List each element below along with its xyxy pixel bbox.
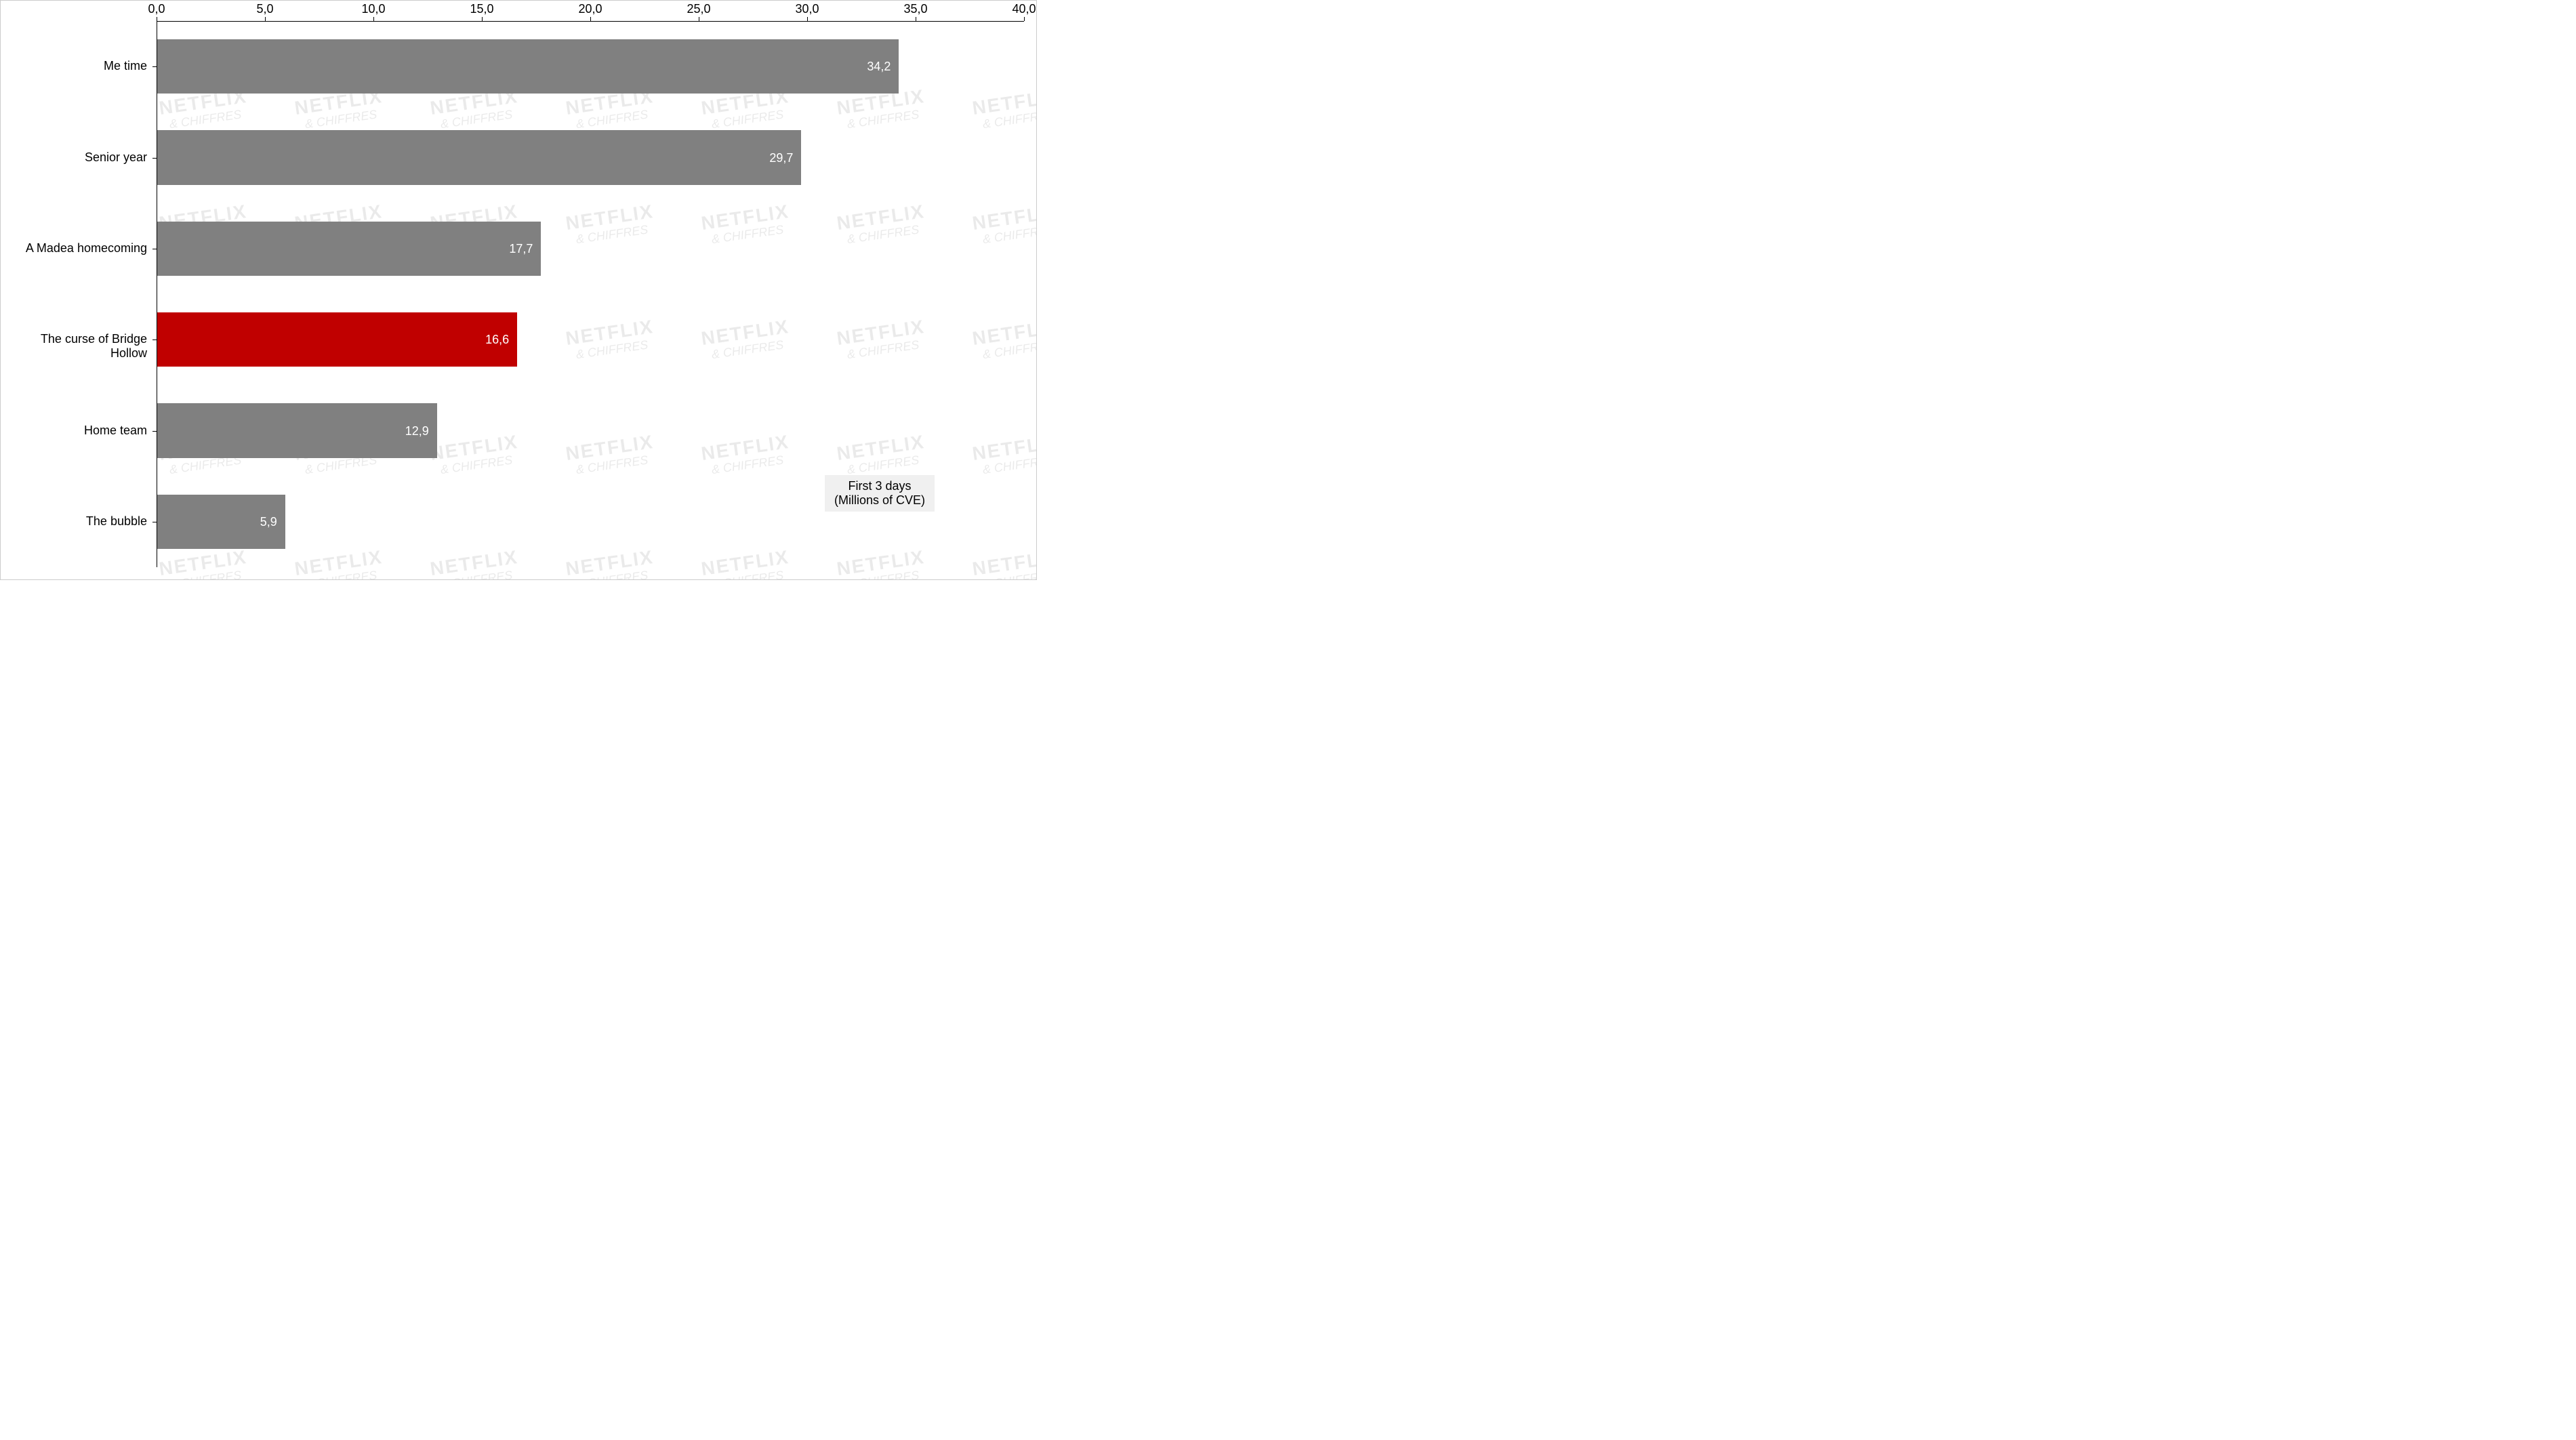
bar-chart: NETFLIX& CHIFFRES NETFLIX& CHIFFRES NETFLI… xyxy=(0,0,1037,580)
bar-value-label: 29,7 xyxy=(157,151,793,165)
watermark: NETFLIX& CHIFFRES xyxy=(700,317,792,362)
bar-value-label: 34,2 xyxy=(157,60,891,74)
bar-value-label: 12,9 xyxy=(157,424,429,438)
watermark: NETFLIX& CHIFFRES xyxy=(429,548,521,580)
x-tick-label: 25,0 xyxy=(678,2,719,16)
y-tick xyxy=(152,66,157,67)
watermark: NETFLIX& CHIFFRES xyxy=(971,432,1037,477)
category-label: A Madea homecoming xyxy=(5,241,147,255)
y-tick xyxy=(152,431,157,432)
watermark: NETFLIX& CHIFFRES xyxy=(158,548,250,580)
x-tick-label: 40,0 xyxy=(1004,2,1037,16)
watermark: NETFLIX& CHIFFRES xyxy=(836,317,928,362)
legend: First 3 days(Millions of CVE) xyxy=(825,475,935,512)
x-tick-label: 35,0 xyxy=(895,2,936,16)
x-tick-label: 20,0 xyxy=(570,2,611,16)
watermark: NETFLIX& CHIFFRES xyxy=(836,202,928,247)
watermark: NETFLIX& CHIFFRES xyxy=(565,202,657,247)
watermark: NETFLIX& CHIFFRES xyxy=(700,432,792,477)
watermark: NETFLIX& CHIFFRES xyxy=(700,548,792,580)
x-tick xyxy=(807,17,808,21)
x-tick xyxy=(482,17,483,21)
watermark: NETFLIX& CHIFFRES xyxy=(293,548,386,580)
bar-value-label: 16,6 xyxy=(157,333,509,347)
category-label: Senior year xyxy=(5,150,147,165)
watermark: NETFLIX& CHIFFRES xyxy=(836,432,928,477)
x-tick xyxy=(590,17,591,21)
y-tick xyxy=(152,158,157,159)
watermark: NETFLIX& CHIFFRES xyxy=(971,87,1037,131)
x-tick-label: 0,0 xyxy=(136,2,177,16)
x-tick xyxy=(265,17,266,21)
bar-value-label: 5,9 xyxy=(157,515,277,529)
watermark: NETFLIX& CHIFFRES xyxy=(971,548,1037,580)
x-tick-label: 15,0 xyxy=(462,2,502,16)
watermark: NETFLIX& CHIFFRES xyxy=(836,548,928,580)
x-axis-line xyxy=(157,21,1024,22)
category-label: The curse of Bridge Hollow xyxy=(5,332,147,361)
x-tick-label: 10,0 xyxy=(353,2,394,16)
x-tick-label: 30,0 xyxy=(787,2,827,16)
watermark: NETFLIX& CHIFFRES xyxy=(971,317,1037,362)
watermark: NETFLIX& CHIFFRES xyxy=(565,317,657,362)
watermark: NETFLIX& CHIFFRES xyxy=(565,432,657,477)
bar-value-label: 17,7 xyxy=(157,242,533,256)
legend-line1: First 3 days xyxy=(834,479,925,493)
watermark: NETFLIX& CHIFFRES xyxy=(700,202,792,247)
watermark: NETFLIX& CHIFFRES xyxy=(565,548,657,580)
x-tick xyxy=(373,17,374,21)
watermark: NETFLIX& CHIFFRES xyxy=(971,202,1037,247)
category-label: Home team xyxy=(5,424,147,438)
watermark: NETFLIX& CHIFFRES xyxy=(429,432,521,477)
x-tick-label: 5,0 xyxy=(245,2,285,16)
category-label: Me time xyxy=(5,59,147,73)
legend-line2: (Millions of CVE) xyxy=(834,493,925,508)
category-label: The bubble xyxy=(5,514,147,529)
x-tick xyxy=(1024,17,1025,21)
